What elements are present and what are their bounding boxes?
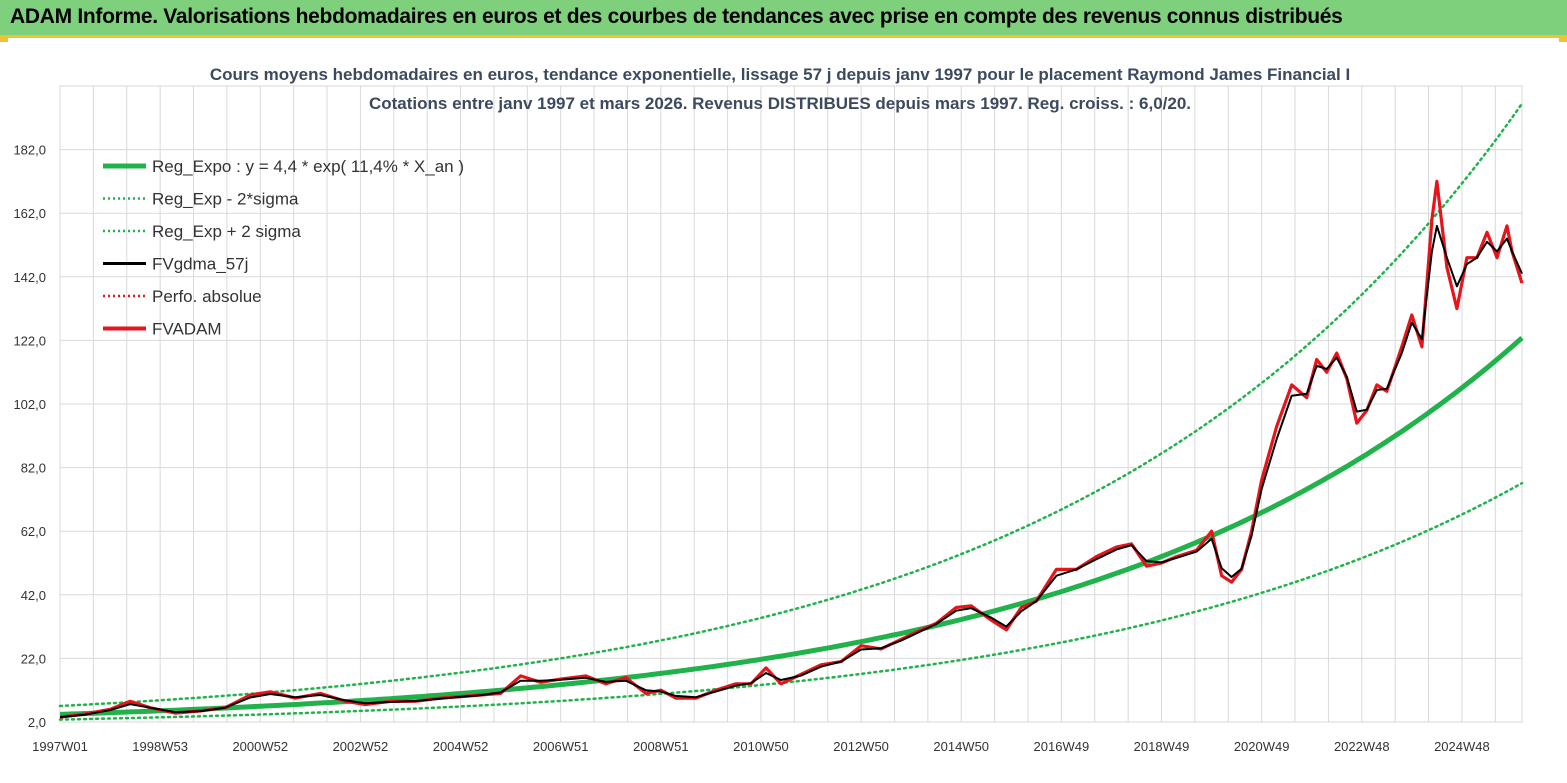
chart-title: Cours moyens hebdomadaires en euros, ten… [210,65,1350,84]
y-tick-label: 82,0 [21,461,46,476]
x-tick-label: 1997W01 [32,739,88,754]
x-axis-ticks: 1997W01 1998W53 2000W52 2002W52 2004W52 2006W… [32,739,1490,754]
legend-label-fvgdma: FVgdma_57j [152,255,248,274]
y-tick-label: 2,0 [28,715,46,730]
y-tick-label: 22,0 [21,651,46,666]
y-tick-label: 102,0 [13,397,46,412]
x-tick-label: 2020W49 [1234,739,1290,754]
x-tick-label: 2006W51 [533,739,589,754]
x-tick-label: 2018W49 [1134,739,1190,754]
y-tick-label: 182,0 [13,143,46,158]
legend-label-reg_expo: Reg_Expo : y = 4,4 * exp( 11,4% * X_an ) [152,157,464,176]
legend-label-fvadam: FVADAM [152,320,222,339]
x-tick-label: 2014W50 [933,739,989,754]
x-tick-label: 2004W52 [433,739,489,754]
chart-legend: Reg_Expo : y = 4,4 * exp( 11,4% * X_an )… [103,157,464,339]
reg-minus-2sigma-line [58,481,1524,721]
y-tick-label: 142,0 [13,270,46,285]
banner-title: ADAM Informe. Valorisations hebdomadaire… [10,5,1343,28]
x-tick-label: 2024W48 [1434,739,1490,754]
chart-subtitle: Cotations entre janv 1997 et mars 2026. … [369,94,1191,113]
y-tick-label: 122,0 [13,333,46,348]
reg-plus-2sigma-line [58,102,1524,708]
x-tick-label: 1998W53 [132,739,188,754]
fvadam-line [59,179,1524,719]
legend-label-reg_minus: Reg_Exp - 2*sigma [152,190,299,209]
y-axis-ticks: 2,0 22,0 42,0 62,0 82,0 102,0 122,0 142,0 162,0 1… [13,143,46,730]
report-banner: ADAM Informe. Valorisations hebdomadaire… [0,0,1567,38]
x-tick-label: 2012W50 [833,739,889,754]
x-tick-label: 2016W49 [1034,739,1090,754]
y-tick-label: 162,0 [13,206,46,221]
y-tick-label: 42,0 [21,588,46,603]
reg-expo-line [59,336,1524,717]
x-tick-label: 2002W52 [333,739,389,754]
y-tick-label: 62,0 [21,524,46,539]
corner-mark-left [0,38,8,42]
x-tick-label: 2022W48 [1334,739,1390,754]
corner-mark-right [1559,38,1567,42]
chart-grid [59,85,1523,723]
x-tick-label: 2010W50 [733,739,789,754]
x-tick-label: 2008W51 [633,739,689,754]
legend-label-perfo: Perfo. absolue [152,287,262,306]
x-tick-label: 2000W52 [232,739,288,754]
fvgdma-line [59,224,1523,719]
legend-label-reg_plus: Reg_Exp + 2 sigma [152,222,301,241]
chart-plot-area [58,102,1524,721]
